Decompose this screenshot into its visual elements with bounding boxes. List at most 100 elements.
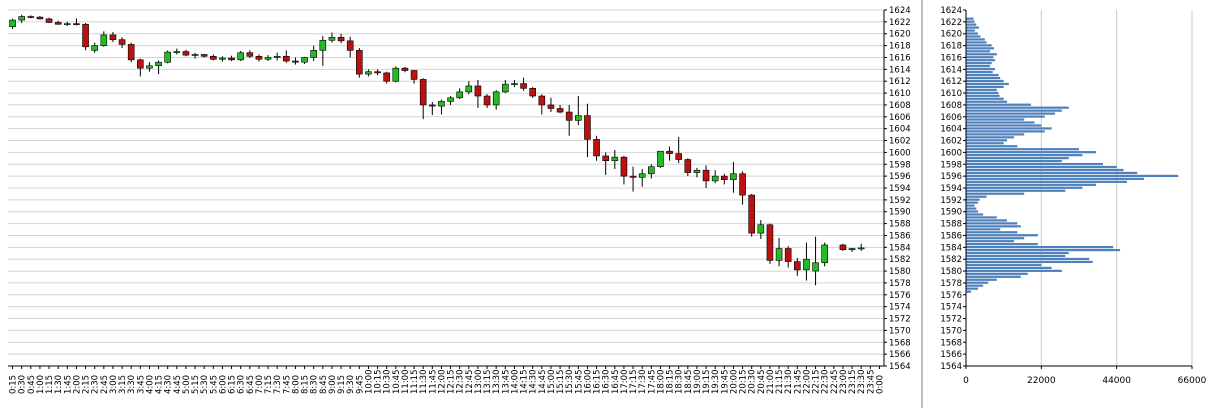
candle bbox=[328, 32, 336, 43]
time-tick-label: 10:45 bbox=[392, 370, 402, 395]
candle-body-down bbox=[620, 156, 628, 177]
candle-body-up bbox=[392, 67, 400, 82]
time-tick-label: 23:00 bbox=[839, 370, 849, 395]
candle-body-down bbox=[784, 248, 792, 262]
candle-body-down bbox=[794, 261, 801, 271]
profile-bar bbox=[966, 251, 1069, 255]
candle-body-down bbox=[684, 159, 692, 173]
candle-body-down bbox=[82, 23, 89, 48]
candle-body-up bbox=[146, 65, 153, 69]
time-tick-label: 5:15 bbox=[191, 375, 201, 394]
time-tick-label: 7:15 bbox=[264, 375, 274, 394]
candle bbox=[739, 171, 746, 205]
candle bbox=[356, 47, 363, 78]
time-tick-label: 20:15 bbox=[739, 370, 749, 395]
candle-body-up bbox=[812, 262, 819, 272]
profile-bar bbox=[966, 237, 1025, 240]
candle bbox=[575, 96, 582, 126]
time-tick-label: 15:30 bbox=[565, 370, 575, 395]
profile-volume-label: 66000 bbox=[1178, 376, 1207, 386]
profile-bar bbox=[966, 198, 980, 201]
candle bbox=[511, 80, 518, 88]
time-tick-label: 21:15 bbox=[775, 370, 785, 395]
price-tick-label: 1594 bbox=[889, 184, 911, 194]
candle bbox=[629, 166, 637, 192]
candle bbox=[219, 56, 226, 62]
time-tick-label: 5:30 bbox=[200, 375, 210, 394]
time-tick-label: 0:00 bbox=[875, 375, 885, 394]
profile-price-label: 1594 bbox=[940, 184, 962, 194]
profile-price-label: 1596 bbox=[940, 172, 962, 182]
profile-price-label: 1612 bbox=[940, 77, 962, 87]
time-tick-label: 9:45 bbox=[355, 375, 365, 394]
candle bbox=[109, 31, 117, 43]
candle-body-up bbox=[492, 91, 500, 106]
time-tick-label: 15:15 bbox=[556, 370, 566, 395]
profile-bar bbox=[966, 192, 1025, 195]
price-tick-label: 1616 bbox=[889, 53, 911, 63]
time-tick-label: 11:00 bbox=[401, 370, 411, 395]
price-tick-label: 1608 bbox=[889, 101, 911, 111]
time-tick-label: 0:15 bbox=[9, 375, 19, 394]
time-tick-label: 10:00 bbox=[364, 370, 374, 395]
candle-body-up bbox=[456, 91, 463, 99]
candle bbox=[419, 78, 427, 120]
candle-body-up bbox=[273, 55, 281, 58]
time-tick-label: 22:15 bbox=[812, 370, 822, 395]
price-tick-label: 1590 bbox=[889, 208, 911, 218]
candle-body-down bbox=[54, 22, 62, 25]
time-tick-label: 6:00 bbox=[218, 375, 228, 394]
candle bbox=[812, 236, 819, 286]
candle-body-up bbox=[848, 248, 856, 251]
candle-body-up bbox=[821, 244, 828, 264]
candle-body-down bbox=[675, 153, 682, 160]
time-tick-label: 19:30 bbox=[711, 370, 721, 395]
profile-bar bbox=[966, 290, 972, 293]
candle-body-down bbox=[702, 169, 710, 182]
candle bbox=[757, 220, 765, 240]
profile-bar bbox=[966, 38, 985, 41]
candle-body-down bbox=[721, 175, 728, 180]
profile-bar bbox=[966, 53, 997, 56]
profile-bar bbox=[966, 85, 1004, 89]
time-tick-label: 6:45 bbox=[246, 375, 256, 394]
profile-bar bbox=[966, 50, 990, 53]
candle-body-up bbox=[264, 57, 272, 60]
time-tick-label: 14:30 bbox=[529, 370, 539, 395]
candle bbox=[702, 165, 710, 188]
profile-price-label: 1606 bbox=[940, 113, 962, 123]
price-tick-label: 1620 bbox=[889, 30, 911, 40]
time-tick-label: 11:30 bbox=[419, 370, 429, 395]
profile-bar bbox=[966, 115, 1045, 118]
time-tick-label: 11:45 bbox=[428, 370, 438, 395]
profile-bar bbox=[966, 100, 1008, 103]
profile-price-label: 1568 bbox=[940, 338, 962, 348]
candle bbox=[100, 31, 108, 47]
time-tick-label: 0:30 bbox=[18, 375, 28, 394]
time-tick-label: 12:30 bbox=[456, 370, 466, 395]
time-tick-label: 23:45 bbox=[866, 370, 876, 395]
candle-body-up bbox=[9, 19, 16, 27]
candle bbox=[173, 48, 181, 55]
profile-bar bbox=[966, 121, 1035, 124]
candle bbox=[91, 42, 98, 53]
candle-body-down bbox=[419, 79, 427, 106]
time-tick-label: 22:45 bbox=[830, 370, 840, 395]
time-tick-label: 7:30 bbox=[273, 375, 283, 394]
profile-bar bbox=[966, 130, 1045, 133]
time-tick-label: 17:15 bbox=[629, 370, 639, 395]
price-tick-label: 1588 bbox=[889, 220, 911, 230]
profile-bar bbox=[966, 35, 981, 38]
candle bbox=[447, 96, 454, 105]
time-tick-label: 4:45 bbox=[173, 375, 183, 394]
profile-bar bbox=[966, 88, 997, 91]
candle-body-down bbox=[210, 55, 217, 60]
time-tick-label: 6:30 bbox=[237, 375, 247, 394]
candle-body-down bbox=[766, 224, 774, 261]
profile-bar bbox=[966, 186, 1083, 189]
profile-volume-label: 22000 bbox=[1027, 376, 1056, 386]
profile-price-label: 1610 bbox=[940, 89, 962, 99]
candle bbox=[374, 69, 381, 76]
candle bbox=[474, 80, 482, 108]
